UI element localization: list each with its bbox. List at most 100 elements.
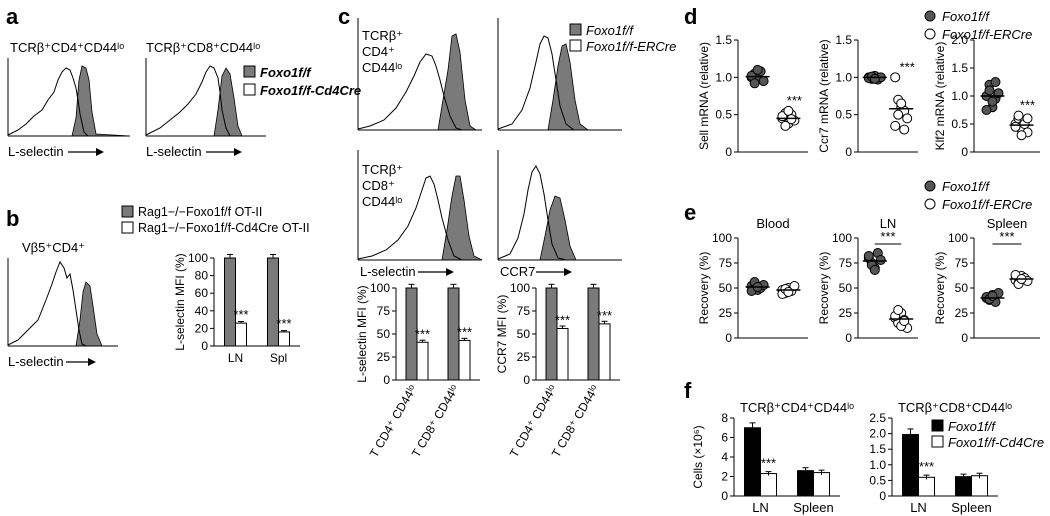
chart-d-klf2: 0 0.5 1.0 1.5 2.0 Klf2 mRNA (relative) *** — [933, 33, 1040, 159]
x-axis-label: CCR7 — [500, 264, 535, 279]
legend-swatch-filled — [243, 65, 256, 78]
x-axis-label: L-selectin — [8, 144, 64, 159]
y-tick-label: 2.0 — [951, 33, 968, 47]
y-tick-label: 1.0 — [715, 70, 732, 84]
y-tick-label: 25 — [517, 350, 531, 364]
y-tick-label: 0 — [523, 373, 530, 387]
y-tick-label: 50 — [839, 281, 853, 295]
y-tick-label: 75 — [955, 256, 969, 270]
significance-label: *** — [457, 324, 472, 339]
gate-label: Vβ5⁺CD4⁺ — [22, 240, 85, 255]
data-point — [869, 265, 880, 275]
gate-label-cd8: TCRβ⁺CD8⁺CD44ˡᵒ — [146, 40, 260, 55]
histogram-open — [7, 260, 118, 347]
legend-label: Rag1−/−Foxo1f/f-Cd4Cre OT-II — [138, 221, 310, 235]
y-axis-label: Recovery (%) — [817, 252, 831, 325]
y-tick-label: 0 — [725, 331, 732, 345]
legend-label: Foxo1f/f-ERCre — [942, 27, 1032, 42]
category-label: Spleen — [793, 500, 833, 515]
chart-d-sell: 0 0.5 1.0 1.5 Sell mRNA (relative) *** — [697, 33, 808, 159]
significance-label: *** — [1020, 98, 1035, 113]
histogram-c-cd4-lsel — [357, 18, 482, 131]
legend-label: Foxo1f/f — [586, 23, 634, 38]
arrow-head — [234, 148, 242, 156]
y-tick-label: 0.5 — [869, 473, 886, 487]
y-tick-label: 75 — [719, 256, 733, 270]
bar — [918, 476, 935, 497]
histogram-open — [357, 53, 482, 131]
y-tick-label: 0 — [961, 145, 968, 159]
data-point — [987, 291, 998, 301]
arrow-head — [96, 148, 104, 156]
data-point — [1013, 110, 1024, 121]
y-axis-label: CCR7 MFI (%) — [495, 295, 509, 374]
y-tick-label: 100 — [188, 251, 208, 265]
y-tick-label: 25 — [839, 306, 853, 320]
chart-d-ccr7: 0 0.5 1.0 1.5 Ccr7 mRNA (relative) *** — [817, 33, 918, 159]
histogram-c-cd4-ccr7 — [497, 18, 622, 131]
legend-swatch-filled — [121, 205, 134, 218]
panel-label-f: f — [684, 378, 692, 403]
y-axis-label: Ccr7 mRNA (relative) — [817, 39, 831, 152]
gate-label-cd8: TCRβ⁺ CD8⁺ CD44ˡᵒ — [362, 162, 403, 209]
legend-b: Rag1−/−Foxo1f/f OT-II Rag1−/−Foxo1f/f-Cd… — [121, 205, 310, 235]
legend-label: Foxo1f/f — [260, 65, 312, 80]
panel-e: Foxo1f/f Foxo1f/f-ERCre 0255075100Recove… — [697, 179, 1040, 345]
bar — [598, 323, 611, 381]
legend-label: Foxo1f/f-ERCre — [942, 197, 1032, 212]
legend-c: Foxo1f/f Foxo1f/f-ERCre — [569, 23, 676, 54]
bar — [458, 339, 471, 381]
legend-swatch-filled — [569, 23, 582, 36]
bar — [971, 475, 988, 497]
data-point — [893, 109, 904, 120]
legend-swatch-open — [931, 435, 944, 448]
gate-line: CD44ˡᵒ — [362, 60, 402, 75]
histogram-c-cd8-lsel: L-selectin — [357, 150, 483, 279]
bar — [416, 341, 429, 381]
y-tick-label: 100 — [832, 231, 852, 245]
x-axis-label: L-selectin — [8, 354, 64, 369]
histogram-filled — [8, 281, 118, 347]
y-tick-label: 60 — [195, 286, 209, 300]
category-label: Spleen — [951, 500, 991, 515]
y-tick-label: 100 — [510, 281, 530, 295]
data-point — [780, 120, 791, 131]
gate-line: CD4⁺ — [362, 44, 395, 59]
panel-label-e: e — [684, 200, 696, 225]
legend-f: Foxo1f/f Foxo1f/f-Cd4Cre — [931, 419, 1044, 450]
y-tick-label: 50 — [955, 281, 969, 295]
significance-label: *** — [276, 316, 291, 331]
y-tick-label: 25 — [719, 306, 733, 320]
chart-title: TCRβ⁺CD4⁺CD44ˡᵒ — [740, 400, 854, 415]
legend-label: Foxo1f/f — [948, 419, 996, 434]
bar — [813, 472, 830, 497]
panel-a: TCRβ⁺CD4⁺CD44ˡᵒ TCRβ⁺CD8⁺CD44ˡᵒ L-select… — [7, 40, 361, 159]
data-point — [899, 124, 910, 135]
significance-label: *** — [761, 456, 776, 471]
panel-d: Foxo1f/f Foxo1f/f-ERCre 0 0.5 1.0 1.5 Sell m… — [697, 9, 1040, 159]
data-point — [863, 251, 874, 261]
panel-b: Rag1−/−Foxo1f/f OT-II Rag1−/−Foxo1f/f-Cd… — [7, 205, 310, 369]
histogram-open — [145, 65, 266, 137]
y-tick-label: 0 — [725, 145, 732, 159]
y-tick-label: 0 — [721, 489, 728, 503]
significance-label: *** — [900, 59, 915, 74]
y-tick-label: 75 — [517, 304, 531, 318]
panel-label-a: a — [6, 4, 19, 29]
y-tick-label: 50 — [377, 327, 391, 341]
y-axis-label: Sell mRNA (relative) — [697, 42, 711, 150]
legend-dot-open — [924, 28, 936, 40]
y-axis-label: Cells (×10⁶) — [691, 425, 705, 488]
x-axis-label: L-selectin — [146, 144, 202, 159]
bar — [955, 476, 972, 497]
legend-swatch-black — [931, 419, 944, 432]
histogram-open — [497, 35, 622, 131]
data-point — [1010, 121, 1021, 132]
panel-c: TCRβ⁺ CD4⁺ CD44ˡᵒ TCRβ⁺ CD8⁺ CD44ˡᵒ L-se… — [355, 18, 676, 460]
data-point — [890, 120, 901, 131]
y-tick-label: 0.5 — [835, 108, 852, 122]
y-axis-label: L-selectin MFI (%) — [355, 285, 369, 382]
